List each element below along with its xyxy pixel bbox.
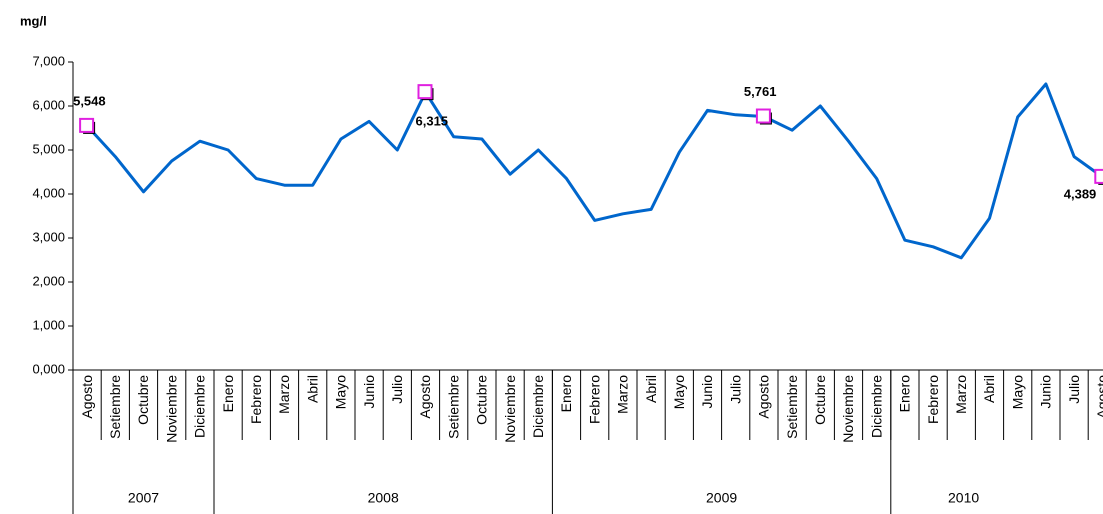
y-tick-label: 5,000 <box>32 141 65 156</box>
y-tick-label: 7,000 <box>32 53 65 68</box>
x-tick-label: Octubre <box>812 375 828 425</box>
x-tick-label: Octubre <box>135 375 151 425</box>
x-tick-label: Agosto <box>1094 375 1103 419</box>
x-tick-label: Octubre <box>474 375 490 425</box>
x-tick-label: Mayo <box>333 375 349 409</box>
data-label: 6,315 <box>416 114 449 129</box>
x-tick-label: Marzo <box>276 375 292 414</box>
data-label: 5,761 <box>744 84 777 99</box>
marker-square <box>417 84 433 100</box>
marker <box>79 117 96 134</box>
x-tick-label: Enero <box>897 375 913 413</box>
x-tick-label: Enero <box>558 375 574 413</box>
x-tick-label: Agosto <box>417 375 433 419</box>
x-tick-label: Febrero <box>925 375 941 424</box>
x-tick-label: Agosto <box>756 375 772 419</box>
x-tick-label: Noviembre <box>840 375 856 443</box>
marker <box>755 108 772 125</box>
marker-square <box>79 117 95 133</box>
group-label: 2010 <box>948 490 979 506</box>
data-label: 4,389 <box>1064 186 1097 201</box>
x-tick-label: Setiembre <box>107 375 123 439</box>
x-tick-label: Enero <box>220 375 236 413</box>
x-tick-label: Julio <box>389 375 405 404</box>
x-tick-label: Mayo <box>671 375 687 409</box>
x-tick-label: Junio <box>361 375 377 409</box>
x-tick-label: Junio <box>1038 375 1054 409</box>
x-tick-label: Febrero <box>248 375 264 424</box>
x-tick-label: Diciembre <box>192 375 208 438</box>
x-tick-label: Febrero <box>586 375 602 424</box>
group-label: 2007 <box>128 490 159 506</box>
x-tick-label: Mayo <box>1009 375 1025 409</box>
x-tick-label: Diciembre <box>530 375 546 438</box>
marker <box>417 84 434 101</box>
x-tick-label: Setiembre <box>784 375 800 439</box>
marker-square <box>755 108 771 124</box>
x-tick-label: Abril <box>304 375 320 403</box>
marker <box>1094 168 1103 185</box>
marker-square <box>1094 168 1103 184</box>
x-tick-label: Setiembre <box>445 375 461 439</box>
y-tick-label: 3,000 <box>32 229 65 244</box>
x-tick-label: Agosto <box>79 375 95 419</box>
y-tick-label: 2,000 <box>32 273 65 288</box>
x-tick-label: Julio <box>1066 375 1082 404</box>
y-tick-label: 0,000 <box>32 361 65 376</box>
x-tick-label: Noviembre <box>163 375 179 443</box>
data-line <box>85 82 1103 260</box>
x-tick-label: Julio <box>727 375 743 404</box>
data-label: 5,548 <box>73 93 106 108</box>
group-label: 2008 <box>368 490 399 506</box>
y-tick-label: 1,000 <box>32 317 65 332</box>
y-tick-label: 6,000 <box>32 97 65 112</box>
y-axis-unit: mg/l <box>20 13 47 28</box>
x-tick-label: Noviembre <box>502 375 518 443</box>
x-tick-label: Junio <box>699 375 715 409</box>
x-tick-label: Abril <box>643 375 659 403</box>
x-tick-label: Marzo <box>615 375 631 414</box>
x-tick-label: Marzo <box>953 375 969 414</box>
x-tick-label: Diciembre <box>868 375 884 438</box>
x-tick-label: Abril <box>981 375 997 403</box>
group-label: 2009 <box>706 490 737 506</box>
y-tick-label: 4,000 <box>32 185 65 200</box>
